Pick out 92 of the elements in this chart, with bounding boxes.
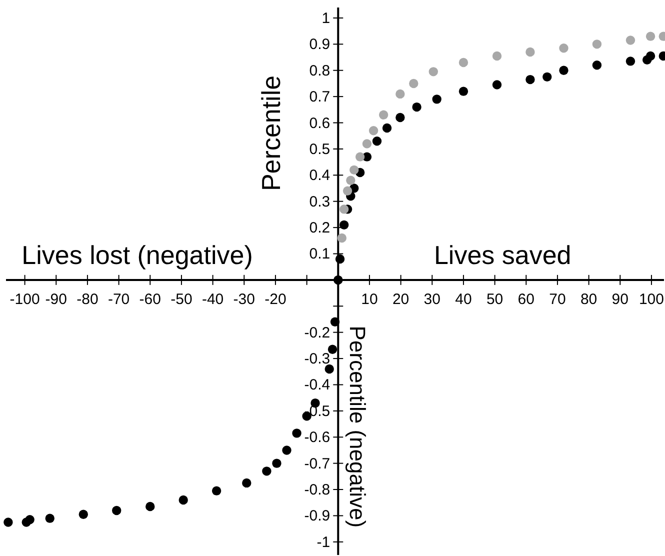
point bbox=[292, 428, 302, 438]
x-tick-label: -60 bbox=[139, 290, 161, 308]
x-tick-label: 20 bbox=[392, 290, 410, 308]
y-tick-label: 0.9 bbox=[309, 36, 330, 54]
x-tick-label: -100 bbox=[10, 290, 40, 308]
y-tick-label: 0.4 bbox=[309, 167, 330, 184]
point bbox=[324, 364, 334, 374]
point bbox=[382, 123, 392, 133]
point bbox=[542, 72, 552, 82]
y-tick-label: 1 bbox=[322, 10, 330, 27]
y-tick-label: 0.6 bbox=[309, 114, 330, 132]
point bbox=[4, 518, 13, 527]
point bbox=[492, 80, 502, 90]
point bbox=[339, 220, 349, 230]
point bbox=[526, 47, 535, 57]
point bbox=[45, 514, 54, 523]
x-tick-label: -70 bbox=[108, 290, 130, 308]
y-tick-label: 0.3 bbox=[309, 193, 330, 210]
point bbox=[378, 110, 388, 120]
y-tick-label: 0.7 bbox=[309, 88, 330, 106]
point bbox=[432, 94, 442, 104]
point bbox=[396, 89, 405, 99]
y-tick-label: -1 bbox=[316, 534, 330, 551]
point bbox=[559, 44, 568, 53]
x-tick-label: -30 bbox=[233, 290, 255, 308]
point bbox=[335, 254, 345, 264]
point bbox=[368, 126, 378, 136]
point bbox=[78, 510, 88, 519]
x-tick-label: -40 bbox=[202, 290, 224, 308]
point bbox=[396, 112, 405, 122]
point bbox=[212, 486, 222, 496]
annotation: Percentile (negative) bbox=[345, 326, 370, 528]
point bbox=[342, 186, 352, 196]
y-tick-label: -0.7 bbox=[304, 455, 330, 472]
point bbox=[282, 446, 292, 455]
point bbox=[337, 233, 346, 243]
point bbox=[178, 495, 188, 505]
point bbox=[526, 74, 535, 84]
point bbox=[372, 136, 382, 146]
point bbox=[626, 36, 636, 45]
point bbox=[428, 67, 438, 76]
point bbox=[25, 515, 34, 524]
x-tick-label: -20 bbox=[264, 290, 286, 308]
x-tick-label: 30 bbox=[424, 290, 440, 308]
annotation: Lives saved bbox=[434, 240, 572, 270]
point bbox=[339, 204, 349, 214]
x-tick-label: 40 bbox=[455, 290, 472, 308]
point bbox=[330, 317, 340, 326]
point bbox=[492, 51, 502, 61]
y-tick-label: 0.5 bbox=[309, 140, 330, 158]
y-tick-label: -0.6 bbox=[304, 429, 330, 446]
point bbox=[346, 176, 356, 185]
point bbox=[626, 56, 636, 66]
y-tick-label: -0.4 bbox=[304, 376, 330, 394]
x-tick-label: -90 bbox=[45, 290, 67, 308]
x-tick-label: -80 bbox=[76, 290, 98, 308]
point bbox=[646, 32, 656, 41]
point bbox=[458, 86, 468, 96]
y-tick-label: -0.8 bbox=[304, 482, 330, 499]
point bbox=[355, 152, 365, 162]
point bbox=[146, 502, 155, 512]
x-tick-label: 60 bbox=[518, 290, 534, 308]
x-tick-label: -50 bbox=[170, 290, 192, 308]
point bbox=[409, 78, 418, 88]
point bbox=[262, 466, 272, 476]
x-tick-label: 70 bbox=[549, 290, 566, 308]
x-tick-label: 100 bbox=[638, 290, 664, 308]
x-tick-label: 90 bbox=[612, 290, 628, 308]
point bbox=[592, 60, 602, 70]
point bbox=[272, 458, 282, 468]
point bbox=[334, 275, 343, 285]
point bbox=[328, 344, 338, 354]
point bbox=[242, 478, 252, 488]
point bbox=[112, 506, 122, 516]
point bbox=[362, 139, 372, 148]
y-tick-label: -0.3 bbox=[304, 350, 330, 368]
x-tick-label: 80 bbox=[580, 290, 598, 308]
x-tick-label: 10 bbox=[361, 290, 378, 308]
x-tick-label: 50 bbox=[486, 290, 504, 308]
point bbox=[458, 58, 468, 68]
point bbox=[646, 51, 656, 61]
point bbox=[350, 165, 359, 175]
y-tick-label: 0.2 bbox=[309, 220, 330, 237]
y-axis-title: Percentile bbox=[256, 75, 286, 192]
point bbox=[559, 66, 568, 75]
y-tick-label: -0.2 bbox=[304, 324, 330, 342]
annotation: Lives lost (negative) bbox=[22, 240, 253, 270]
y-tick-label: 0.8 bbox=[309, 62, 330, 80]
y-tick-label: 0.1 bbox=[309, 246, 330, 263]
point bbox=[592, 40, 602, 49]
point bbox=[412, 102, 422, 112]
y-tick-label: -0.9 bbox=[304, 508, 330, 525]
